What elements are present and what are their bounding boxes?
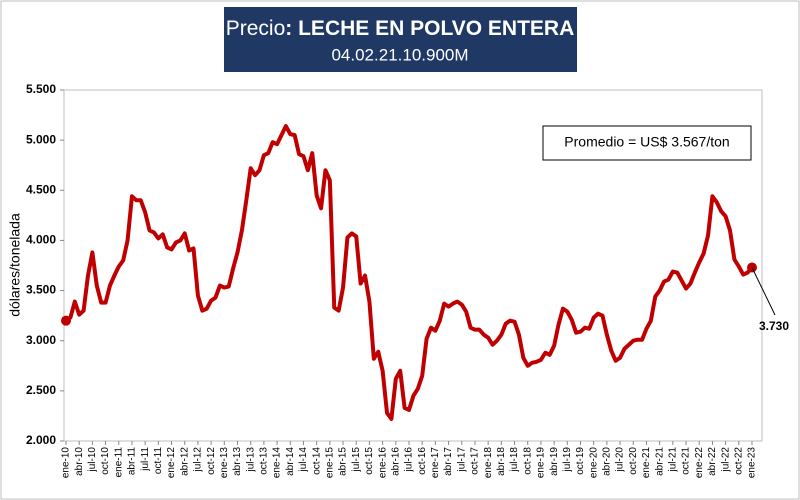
x-tick-label: oct-18 [522, 447, 533, 475]
x-tick-label: abr-13 [232, 447, 243, 476]
title-prefix: Precio [226, 17, 286, 40]
x-tick-label: abr-12 [179, 447, 190, 476]
average-box [542, 125, 752, 161]
x-tick-label: abr-22 [707, 447, 718, 476]
x-tick-label: abr-14 [285, 447, 296, 476]
y-tick-label: 4.500 [26, 182, 56, 196]
x-tick-label: abr-18 [496, 447, 507, 476]
x-tick-label: ene-18 [483, 447, 494, 479]
chart-title: Precio: LECHE EN POLVO ENTERA [226, 17, 575, 40]
y-tick-label: 4.000 [26, 233, 56, 247]
x-tick-label: jul-10 [87, 447, 98, 473]
x-tick-label: ene-16 [377, 447, 388, 479]
x-tick-label: ene-11 [113, 447, 124, 478]
average-annotation: Promedio = US$ 3.567/ton [564, 134, 729, 150]
x-tick-label: oct-22 [733, 447, 744, 475]
price-line [64, 124, 754, 421]
x-tick-label: jul-18 [509, 447, 520, 473]
x-tick-label: jul-19 [562, 447, 573, 473]
plot-area [63, 89, 763, 442]
y-tick-label: 3.000 [26, 333, 56, 347]
x-tick-label: abr-11 [127, 447, 138, 476]
x-tick-label: jul-15 [351, 447, 362, 473]
start-marker [61, 315, 71, 326]
x-tick-label: abr-20 [602, 447, 613, 476]
x-tick-label: oct-16 [417, 447, 428, 475]
x-tick-label: oct-21 [681, 447, 692, 475]
chart-subtitle: 04.02.21.10.900M [331, 45, 468, 64]
x-tick-label: ene-14 [272, 447, 283, 479]
x-tick-label: ene-10 [61, 447, 72, 479]
x-tick-label: oct-19 [575, 447, 586, 475]
x-tick-label: oct-11 [153, 447, 164, 474]
y-tick-label: 3.500 [26, 283, 56, 297]
end-value-label: 3.730 [759, 319, 789, 333]
y-tick-label: 5.000 [26, 132, 56, 146]
y-tick-label: 2.000 [26, 433, 56, 447]
x-tick-label: jul-16 [404, 447, 415, 473]
annotation-leader [751, 267, 776, 316]
title-box [224, 7, 577, 72]
x-tick-label: jul-17 [456, 447, 467, 473]
x-tick-label: ene-20 [588, 447, 599, 479]
title-main: : LECHE EN POLVO ENTERA [285, 17, 574, 40]
x-tick-label: abr-10 [74, 447, 85, 476]
x-tick-label: abr-15 [338, 447, 349, 476]
x-tick-label: jul-13 [245, 447, 256, 473]
x-tick-label: ene-17 [430, 447, 441, 479]
x-tick-label: oct-20 [628, 447, 639, 475]
x-tick-label: abr-21 [654, 447, 665, 476]
x-tick-label: jul-12 [193, 447, 204, 473]
x-tick-label: jul-11 [140, 447, 151, 472]
x-tick-label: jul-21 [667, 447, 678, 473]
x-tick-label: abr-17 [443, 447, 454, 476]
x-tick-label: ene-12 [166, 447, 177, 479]
x-tick-label: oct-15 [364, 447, 375, 475]
x-tick-label: oct-13 [259, 447, 270, 475]
x-tick-label: ene-13 [219, 447, 230, 479]
y-tick-label: 2.500 [26, 383, 56, 397]
x-tick-label: oct-14 [311, 447, 322, 475]
x-tick-label: ene-19 [536, 447, 547, 479]
x-tick-label: ene-23 [747, 447, 758, 479]
x-tick-label: oct-17 [470, 447, 481, 475]
x-tick-label: jul-14 [298, 447, 309, 473]
x-tick-label: jul-20 [615, 447, 626, 473]
x-tick-label: abr-19 [549, 447, 560, 476]
x-tick-label: ene-21 [641, 447, 652, 479]
x-tick-label: abr-16 [390, 447, 401, 476]
y-axis-label: dólares/tonelada [7, 213, 23, 317]
x-tick-label: oct-12 [206, 447, 217, 475]
x-tick-label: oct-10 [100, 447, 111, 475]
y-tick-label: 5.500 [26, 82, 56, 96]
x-tick-label: ene-22 [694, 447, 705, 479]
x-tick-label: jul-22 [720, 447, 731, 473]
x-tick-label: ene-15 [324, 447, 335, 479]
